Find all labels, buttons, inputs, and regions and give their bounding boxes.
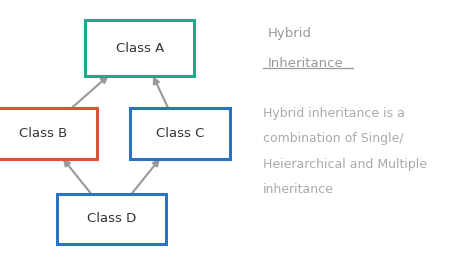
Text: Class A: Class A [116, 42, 164, 54]
FancyBboxPatch shape [0, 108, 97, 159]
Text: Hybrid: Hybrid [268, 27, 312, 40]
Text: inheritance: inheritance [263, 183, 334, 196]
Text: Inheritance: Inheritance [268, 57, 344, 70]
Text: Class C: Class C [156, 127, 204, 140]
Text: Class D: Class D [87, 213, 136, 225]
Text: Class B: Class B [18, 127, 67, 140]
Text: Hybrid inheritance is a: Hybrid inheritance is a [263, 107, 405, 120]
FancyBboxPatch shape [130, 108, 230, 159]
Text: Heierarchical and Multiple: Heierarchical and Multiple [263, 158, 427, 171]
FancyBboxPatch shape [57, 194, 166, 244]
FancyBboxPatch shape [85, 20, 194, 76]
Text: combination of Single/: combination of Single/ [263, 132, 404, 145]
